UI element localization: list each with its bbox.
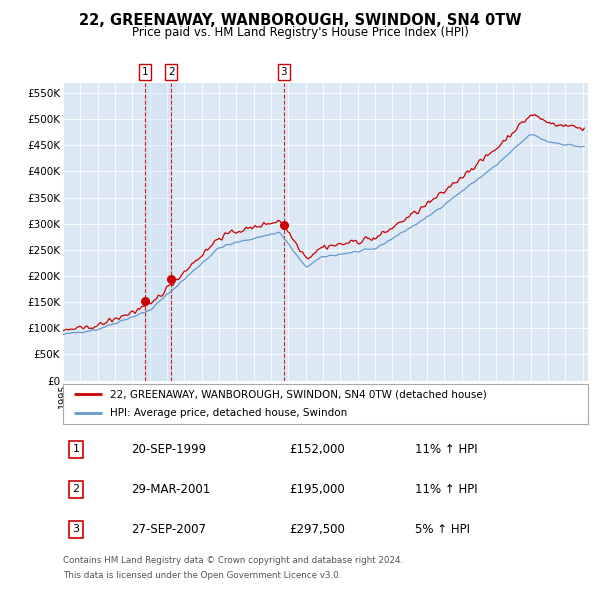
Text: HPI: Average price, detached house, Swindon: HPI: Average price, detached house, Swin… [110, 408, 347, 418]
Text: 11% ↑ HPI: 11% ↑ HPI [415, 483, 478, 496]
Text: £152,000: £152,000 [289, 442, 344, 455]
Text: 3: 3 [280, 67, 287, 77]
Text: 3: 3 [73, 524, 80, 534]
Text: 22, GREENAWAY, WANBOROUGH, SWINDON, SN4 0TW (detached house): 22, GREENAWAY, WANBOROUGH, SWINDON, SN4 … [110, 389, 487, 399]
Text: 2: 2 [168, 67, 175, 77]
Text: £297,500: £297,500 [289, 523, 344, 536]
Text: Contains HM Land Registry data © Crown copyright and database right 2024.: Contains HM Land Registry data © Crown c… [63, 556, 403, 565]
Text: 29-MAR-2001: 29-MAR-2001 [131, 483, 211, 496]
Text: 1: 1 [142, 67, 148, 77]
Text: 1: 1 [73, 444, 80, 454]
Text: 27-SEP-2007: 27-SEP-2007 [131, 523, 206, 536]
Text: 5% ↑ HPI: 5% ↑ HPI [415, 523, 470, 536]
Bar [145, 83, 171, 381]
Text: Price paid vs. HM Land Registry's House Price Index (HPI): Price paid vs. HM Land Registry's House … [131, 26, 469, 39]
Text: 22, GREENAWAY, WANBOROUGH, SWINDON, SN4 0TW: 22, GREENAWAY, WANBOROUGH, SWINDON, SN4 … [79, 13, 521, 28]
Text: £195,000: £195,000 [289, 483, 344, 496]
Text: 11% ↑ HPI: 11% ↑ HPI [415, 442, 478, 455]
Text: 20-SEP-1999: 20-SEP-1999 [131, 442, 206, 455]
Text: 2: 2 [73, 484, 80, 494]
Text: This data is licensed under the Open Government Licence v3.0.: This data is licensed under the Open Gov… [63, 571, 341, 580]
